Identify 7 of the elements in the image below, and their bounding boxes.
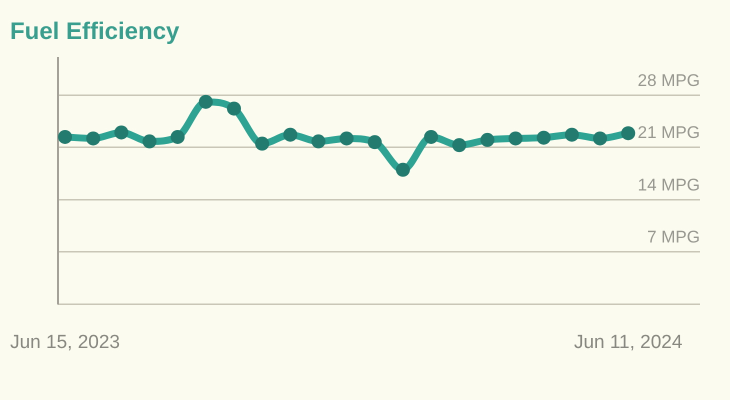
x-tick-label: Jun 15, 2023 [10,332,120,353]
y-tick-label: 14 MPG [638,175,700,194]
chart-title: Fuel Efficiency [10,18,180,46]
y-tick-label: 21 MPG [638,123,700,142]
y-tick-label: 7 MPG [647,228,700,247]
x-tick-label: Jun 11, 2024 [574,332,683,353]
y-tick-label: 28 MPG [638,70,700,90]
